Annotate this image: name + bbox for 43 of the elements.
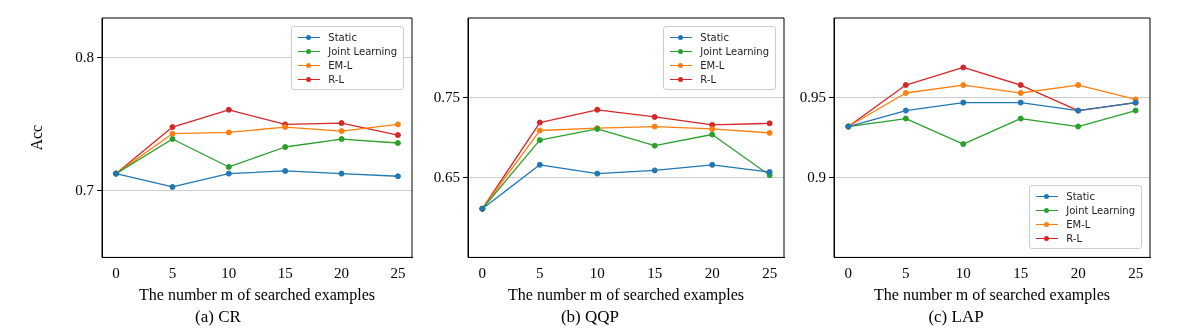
x-tick-label: 15	[277, 265, 293, 282]
y-tick-label: 0.7	[75, 181, 95, 198]
legend-label: EM-L	[1066, 218, 1091, 230]
x-tick-label: 10	[955, 265, 971, 282]
x-axis-title: The number m of searched examples	[874, 286, 1110, 305]
legend-label: R-L	[328, 73, 345, 85]
x-tick-label: 20	[1070, 265, 1086, 282]
x-tick-label: 5	[168, 265, 177, 282]
legend-label: EM-L	[328, 59, 353, 71]
y-tick-label: 0.75	[433, 88, 460, 105]
legend-label: EM-L	[700, 59, 725, 71]
legend-label: Joint Learning	[328, 45, 397, 57]
legend-label: Static	[328, 31, 357, 43]
legend-label: Joint Learning	[700, 45, 769, 57]
y-tick-label: 0.95	[799, 88, 826, 105]
x-tick-label: 10	[221, 265, 237, 282]
legend-label: Static	[1066, 190, 1095, 202]
legend-label: R-L	[1066, 232, 1083, 244]
text: (c) LAP	[928, 307, 984, 327]
x-tick-label: 15	[647, 265, 663, 282]
legend-label: Static	[700, 31, 729, 43]
x-tick-label: 0	[478, 265, 487, 282]
x-tick-label: 15	[1013, 265, 1029, 282]
text: (a) CR	[195, 307, 242, 327]
x-tick-label: 25	[1128, 265, 1144, 282]
x-tick-label: 20	[334, 265, 350, 282]
x-tick-label: 5	[536, 265, 544, 282]
y-tick-label: 0.8	[75, 48, 94, 65]
x-tick-label: 20	[704, 265, 720, 282]
x-tick-label: 0	[844, 265, 853, 282]
x-tick-label: 5	[902, 265, 910, 282]
y-tick-label: 0.9	[807, 168, 826, 185]
x-axis-title: The number m of searched examples	[139, 286, 375, 305]
y-axis-title: Acc	[27, 124, 45, 151]
x-axis-title: The number m of searched examples	[508, 286, 744, 305]
y-tick-label: 0.65	[433, 168, 460, 185]
legend-label: Joint Learning	[1066, 204, 1135, 216]
x-tick-label: 25	[390, 265, 406, 282]
x-tick-label: 10	[589, 265, 605, 282]
text: (b) QQP	[560, 307, 620, 327]
legend-label: R-L	[700, 73, 717, 85]
x-tick-label: 0	[112, 265, 120, 282]
x-tick-label: 25	[762, 265, 778, 282]
